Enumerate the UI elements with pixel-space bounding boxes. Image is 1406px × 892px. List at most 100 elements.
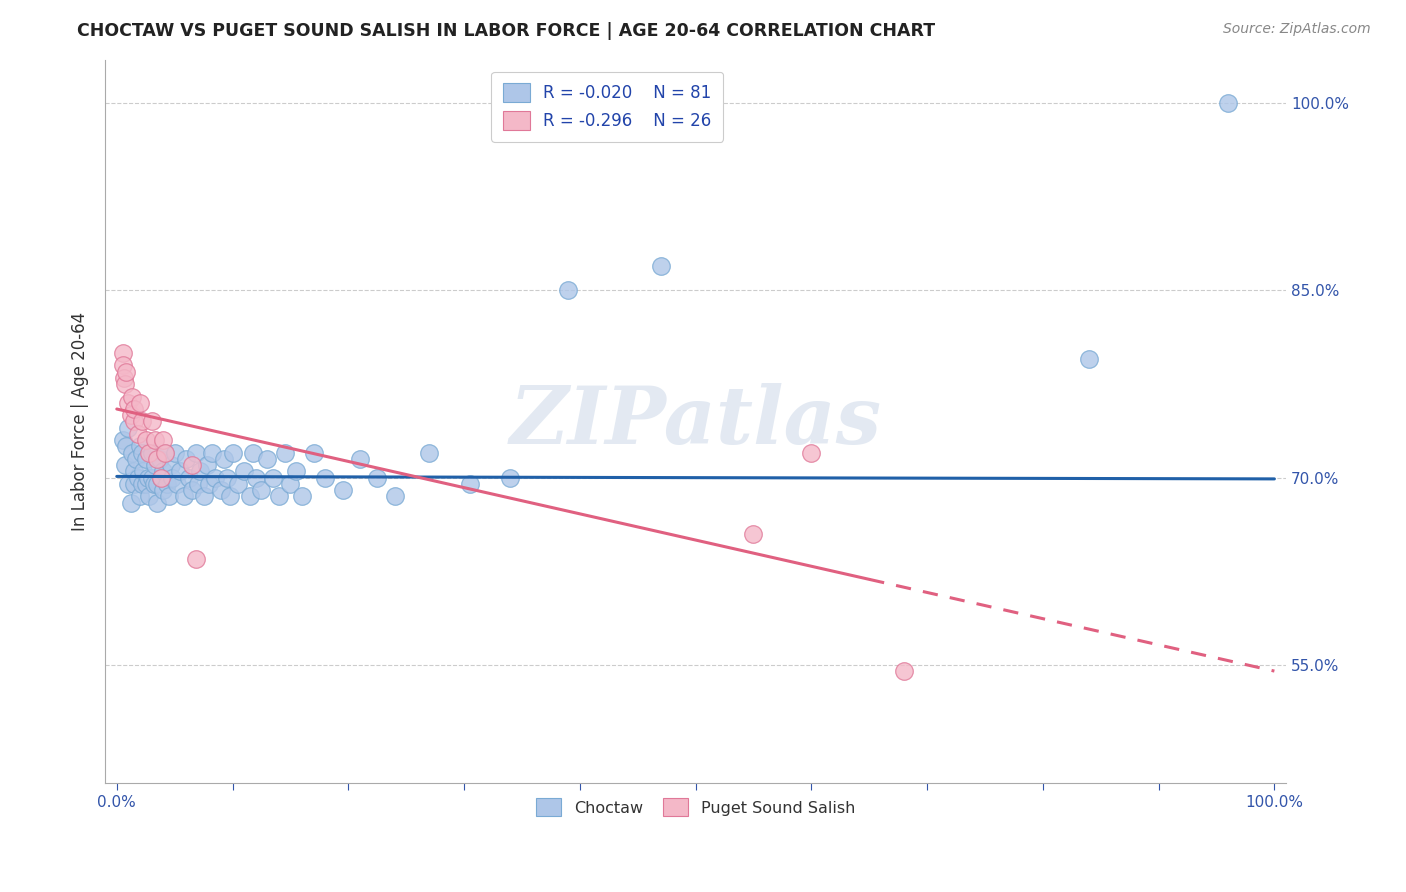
Point — [233, 464, 256, 478]
Point — [242, 446, 264, 460]
Point — [141, 415, 163, 429]
Point — [125, 451, 148, 466]
Point — [177, 470, 200, 484]
Point — [650, 259, 672, 273]
Point — [135, 434, 157, 448]
Point — [146, 495, 169, 509]
Point — [131, 415, 153, 429]
Point — [499, 470, 522, 484]
Point — [142, 476, 165, 491]
Point — [143, 434, 166, 448]
Point — [262, 470, 284, 484]
Point — [121, 390, 143, 404]
Point — [117, 476, 139, 491]
Point — [384, 489, 406, 503]
Point — [557, 284, 579, 298]
Point — [112, 371, 135, 385]
Point — [141, 446, 163, 460]
Point — [245, 470, 267, 484]
Point — [366, 470, 388, 484]
Point — [122, 415, 145, 429]
Point — [111, 434, 134, 448]
Text: CHOCTAW VS PUGET SOUND SALISH IN LABOR FORCE | AGE 20-64 CORRELATION CHART: CHOCTAW VS PUGET SOUND SALISH IN LABOR F… — [77, 22, 935, 40]
Point — [117, 396, 139, 410]
Point — [120, 409, 142, 423]
Point — [195, 458, 218, 472]
Point — [181, 483, 204, 497]
Point — [193, 489, 215, 503]
Point — [162, 470, 184, 484]
Point — [138, 446, 160, 460]
Point — [132, 464, 155, 478]
Point — [135, 476, 157, 491]
Point — [219, 489, 242, 503]
Point — [187, 476, 209, 491]
Point — [267, 489, 290, 503]
Point — [239, 489, 262, 503]
Point — [155, 446, 177, 460]
Point — [129, 440, 152, 454]
Point — [146, 476, 169, 491]
Point — [135, 451, 157, 466]
Point — [120, 495, 142, 509]
Point — [314, 470, 336, 484]
Point — [285, 464, 308, 478]
Point — [458, 476, 481, 491]
Point — [149, 470, 172, 484]
Point — [138, 489, 160, 503]
Point — [131, 446, 153, 460]
Point — [111, 346, 134, 360]
Point — [198, 476, 221, 491]
Point — [146, 451, 169, 466]
Point — [332, 483, 354, 497]
Point — [166, 476, 188, 491]
Point — [129, 396, 152, 410]
Point — [291, 489, 314, 503]
Point — [184, 446, 207, 460]
Point — [149, 470, 172, 484]
Point — [152, 483, 174, 497]
Point — [143, 458, 166, 472]
Text: ZIPatlas: ZIPatlas — [509, 383, 882, 460]
Point — [273, 446, 295, 460]
Point — [122, 402, 145, 417]
Point — [111, 359, 134, 373]
Point — [173, 489, 195, 503]
Point — [149, 451, 172, 466]
Point — [114, 458, 136, 472]
Point — [131, 476, 153, 491]
Point — [169, 464, 191, 478]
Point — [136, 470, 159, 484]
Point — [184, 551, 207, 566]
Legend: Choctaw, Puget Sound Salish: Choctaw, Puget Sound Salish — [526, 789, 865, 826]
Point — [152, 434, 174, 448]
Point — [163, 446, 186, 460]
Point — [188, 464, 211, 478]
Point — [160, 458, 183, 472]
Point — [122, 464, 145, 478]
Point — [152, 464, 174, 478]
Point — [141, 470, 163, 484]
Point — [893, 664, 915, 678]
Point — [228, 476, 250, 491]
Point — [800, 446, 823, 460]
Point — [155, 476, 177, 491]
Point — [250, 483, 273, 497]
Point — [181, 458, 204, 472]
Point — [115, 365, 138, 379]
Point — [114, 377, 136, 392]
Point — [349, 451, 371, 466]
Point — [174, 451, 197, 466]
Point — [209, 483, 232, 497]
Point — [127, 427, 149, 442]
Point — [129, 489, 152, 503]
Point — [157, 489, 180, 503]
Point — [122, 476, 145, 491]
Point — [221, 446, 243, 460]
Point — [1216, 96, 1239, 111]
Point — [280, 476, 302, 491]
Point — [215, 470, 238, 484]
Text: Source: ZipAtlas.com: Source: ZipAtlas.com — [1223, 22, 1371, 37]
Point — [155, 446, 177, 460]
Point — [204, 470, 226, 484]
